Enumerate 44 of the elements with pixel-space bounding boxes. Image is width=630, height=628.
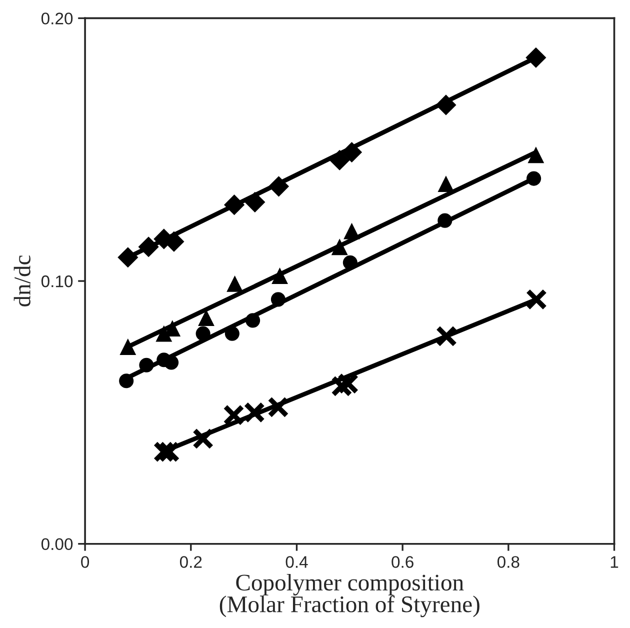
point <box>268 176 290 197</box>
point <box>164 355 179 370</box>
point <box>246 313 260 328</box>
point <box>119 374 134 388</box>
point <box>526 171 542 186</box>
point <box>156 325 172 342</box>
point <box>196 326 210 341</box>
point <box>138 236 159 258</box>
x-tick-label: 0 <box>81 556 90 568</box>
point <box>226 275 244 292</box>
y-tick-label: 0.20 <box>41 12 73 24</box>
x-axis-title: Copolymer composition (Molar Fraction of Styrene) <box>220 574 480 618</box>
point <box>436 94 456 116</box>
point <box>331 376 352 397</box>
point <box>528 146 544 164</box>
point <box>329 150 350 170</box>
point <box>192 428 214 450</box>
x-tick-label: 0.6 <box>392 556 414 568</box>
x-tick-label: 0.4 <box>286 556 308 568</box>
point <box>268 396 289 418</box>
point <box>244 192 266 212</box>
point <box>224 194 245 216</box>
point <box>438 213 452 228</box>
y-tick-label: 0.10 <box>41 275 73 288</box>
point <box>120 338 136 355</box>
x-tick-label: 1 <box>610 556 618 568</box>
point <box>118 247 138 268</box>
point <box>139 358 154 372</box>
point <box>198 310 214 326</box>
x-tick-label: 0.2 <box>180 556 202 568</box>
y-tick-label: 0.00 <box>41 538 73 550</box>
point <box>337 372 359 394</box>
x-tick-label: 0.8 <box>497 556 520 568</box>
point <box>270 292 286 307</box>
point <box>331 238 348 256</box>
point <box>526 47 546 68</box>
point <box>342 255 358 270</box>
point <box>526 288 548 310</box>
point <box>438 176 454 192</box>
point <box>344 222 360 240</box>
point <box>224 326 240 341</box>
point <box>272 268 288 284</box>
y-axis-title: dn/dc <box>14 256 30 306</box>
point <box>436 326 458 347</box>
